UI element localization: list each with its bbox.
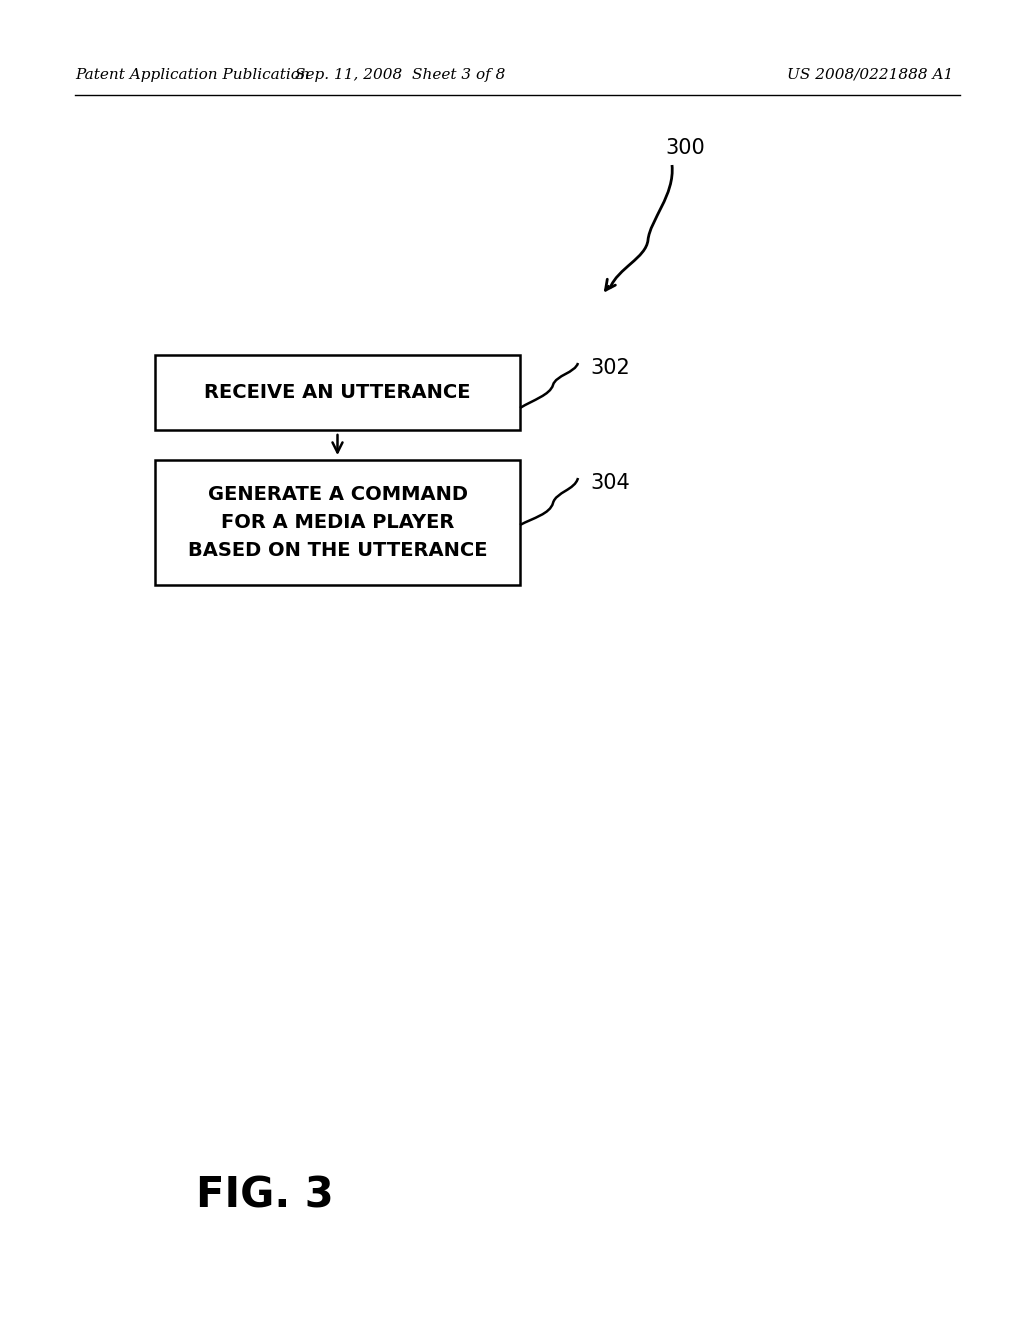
Text: 302: 302 [590,358,630,378]
Text: 304: 304 [590,473,630,492]
Text: RECEIVE AN UTTERANCE: RECEIVE AN UTTERANCE [204,383,471,403]
Text: Sep. 11, 2008  Sheet 3 of 8: Sep. 11, 2008 Sheet 3 of 8 [295,69,505,82]
Bar [155,459,520,585]
Text: US 2008/0221888 A1: US 2008/0221888 A1 [786,69,953,82]
Text: GENERATE A COMMAND
FOR A MEDIA PLAYER
BASED ON THE UTTERANCE: GENERATE A COMMAND FOR A MEDIA PLAYER BA… [187,484,487,560]
Text: FIG. 3: FIG. 3 [197,1173,334,1216]
Text: Patent Application Publication: Patent Application Publication [75,69,309,82]
Text: 300: 300 [665,139,705,158]
Bar [155,355,520,430]
